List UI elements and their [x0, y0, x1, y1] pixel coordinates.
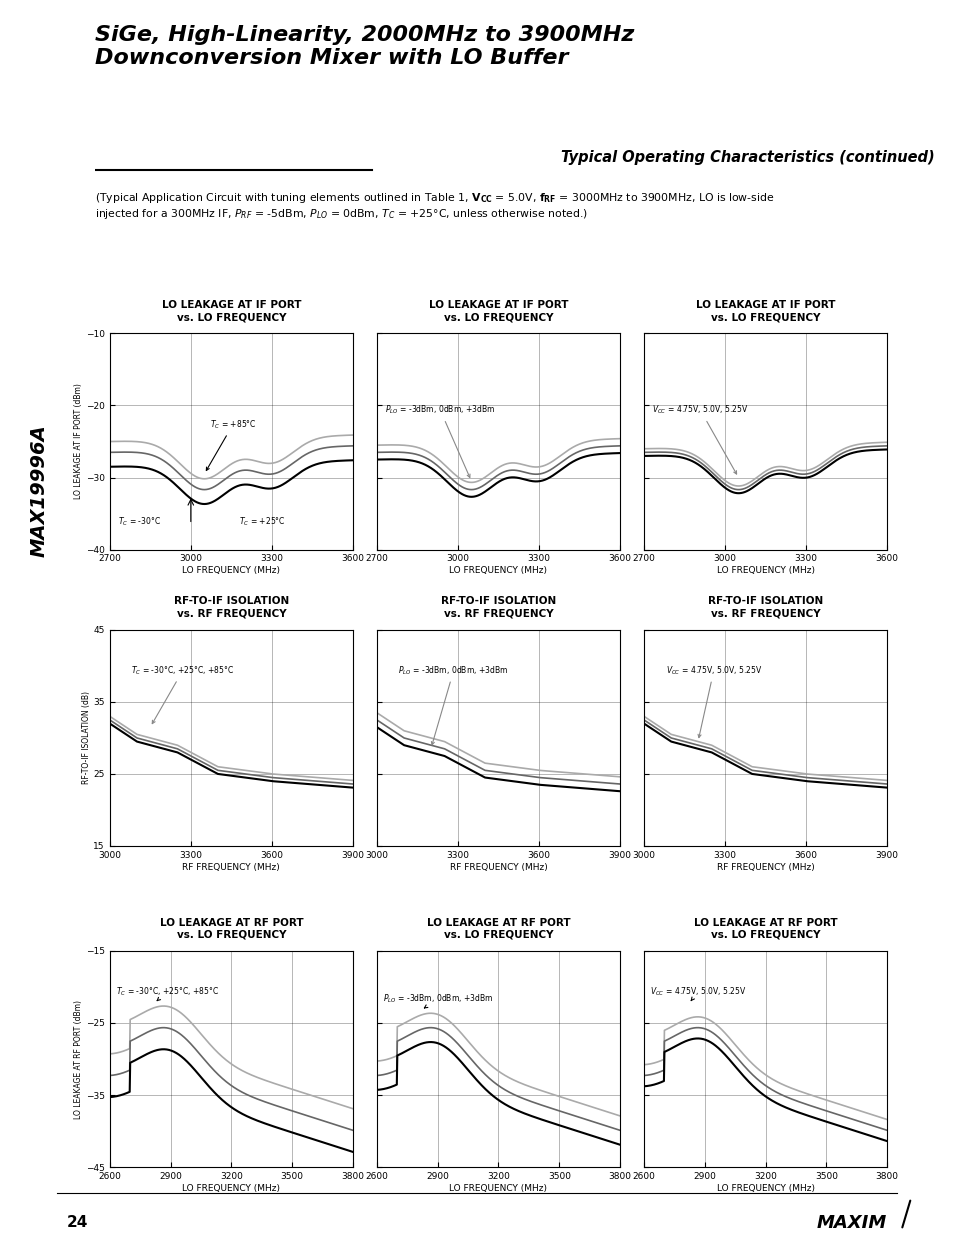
Text: $V_{CC}$ = 4.75V, 5.0V, 5.25V: $V_{CC}$ = 4.75V, 5.0V, 5.25V — [652, 404, 748, 474]
X-axis label: LO FREQUENCY (MHz): LO FREQUENCY (MHz) — [449, 1183, 547, 1193]
X-axis label: LO FREQUENCY (MHz): LO FREQUENCY (MHz) — [182, 566, 280, 576]
Text: $P_{LO}$ = -3dBm, 0dBm, +3dBm: $P_{LO}$ = -3dBm, 0dBm, +3dBm — [385, 404, 495, 478]
Text: $T_C$ = -30°C: $T_C$ = -30°C — [118, 515, 161, 527]
Text: $T_C$ = -30°C, +25°C, +85°C: $T_C$ = -30°C, +25°C, +85°C — [132, 664, 234, 724]
Text: MAX19996A: MAX19996A — [30, 425, 49, 557]
Y-axis label: LO LEAKAGE AT RF PORT (dBm): LO LEAKAGE AT RF PORT (dBm) — [74, 999, 83, 1119]
Text: SiGe, High-Linearity, 2000MHz to 3900MHz
Downconversion Mixer with LO Buffer: SiGe, High-Linearity, 2000MHz to 3900MHz… — [95, 25, 634, 68]
Text: LO LEAKAGE AT IF PORT
vs. LO FREQUENCY: LO LEAKAGE AT IF PORT vs. LO FREQUENCY — [695, 300, 835, 322]
Y-axis label: LO LEAKAGE AT IF PORT (dBm): LO LEAKAGE AT IF PORT (dBm) — [74, 384, 83, 499]
Text: Typical Operating Characteristics (continued): Typical Operating Characteristics (conti… — [560, 149, 934, 165]
Text: MAXIM: MAXIM — [816, 1214, 886, 1231]
Text: $T_C$ = +85°C: $T_C$ = +85°C — [206, 419, 256, 471]
Text: $P_{LO}$ = -3dBm, 0dBm, +3dBm: $P_{LO}$ = -3dBm, 0dBm, +3dBm — [398, 664, 508, 745]
X-axis label: LO FREQUENCY (MHz): LO FREQUENCY (MHz) — [182, 1183, 280, 1193]
Text: LO LEAKAGE AT IF PORT
vs. LO FREQUENCY: LO LEAKAGE AT IF PORT vs. LO FREQUENCY — [161, 300, 301, 322]
X-axis label: LO FREQUENCY (MHz): LO FREQUENCY (MHz) — [716, 566, 814, 576]
Text: $P_{LO}$ = -3dBm, 0dBm, +3dBm: $P_{LO}$ = -3dBm, 0dBm, +3dBm — [382, 993, 493, 1008]
X-axis label: RF FREQUENCY (MHz): RF FREQUENCY (MHz) — [182, 862, 280, 872]
Text: LO LEAKAGE AT RF PORT
vs. LO FREQUENCY: LO LEAKAGE AT RF PORT vs. LO FREQUENCY — [426, 918, 570, 940]
Text: $T_C$ = -30°C, +25°C, +85°C: $T_C$ = -30°C, +25°C, +85°C — [115, 986, 219, 1000]
Text: $V_{CC}$ = 4.75V, 5.0V, 5.25V: $V_{CC}$ = 4.75V, 5.0V, 5.25V — [649, 986, 746, 1000]
Y-axis label: RF-TO-IF ISOLATION (dB): RF-TO-IF ISOLATION (dB) — [82, 692, 91, 784]
Text: (Typical Application Circuit with tuning elements outlined in Table 1, $\mathbf{: (Typical Application Circuit with tuning… — [95, 191, 774, 221]
Text: $V_{CC}$ = 4.75V, 5.0V, 5.25V: $V_{CC}$ = 4.75V, 5.0V, 5.25V — [665, 664, 761, 737]
Text: RF-TO-IF ISOLATION
vs. RF FREQUENCY: RF-TO-IF ISOLATION vs. RF FREQUENCY — [440, 597, 556, 619]
Text: LO LEAKAGE AT IF PORT
vs. LO FREQUENCY: LO LEAKAGE AT IF PORT vs. LO FREQUENCY — [428, 300, 568, 322]
Text: RF-TO-IF ISOLATION
vs. RF FREQUENCY: RF-TO-IF ISOLATION vs. RF FREQUENCY — [173, 597, 289, 619]
X-axis label: LO FREQUENCY (MHz): LO FREQUENCY (MHz) — [449, 566, 547, 576]
Text: 24: 24 — [67, 1215, 88, 1230]
Text: $T_C$ = +25°C: $T_C$ = +25°C — [239, 515, 286, 527]
Text: LO LEAKAGE AT RF PORT
vs. LO FREQUENCY: LO LEAKAGE AT RF PORT vs. LO FREQUENCY — [159, 918, 303, 940]
Text: LO LEAKAGE AT RF PORT
vs. LO FREQUENCY: LO LEAKAGE AT RF PORT vs. LO FREQUENCY — [693, 918, 837, 940]
X-axis label: RF FREQUENCY (MHz): RF FREQUENCY (MHz) — [449, 862, 547, 872]
X-axis label: LO FREQUENCY (MHz): LO FREQUENCY (MHz) — [716, 1183, 814, 1193]
X-axis label: RF FREQUENCY (MHz): RF FREQUENCY (MHz) — [716, 862, 814, 872]
Text: RF-TO-IF ISOLATION
vs. RF FREQUENCY: RF-TO-IF ISOLATION vs. RF FREQUENCY — [707, 597, 822, 619]
